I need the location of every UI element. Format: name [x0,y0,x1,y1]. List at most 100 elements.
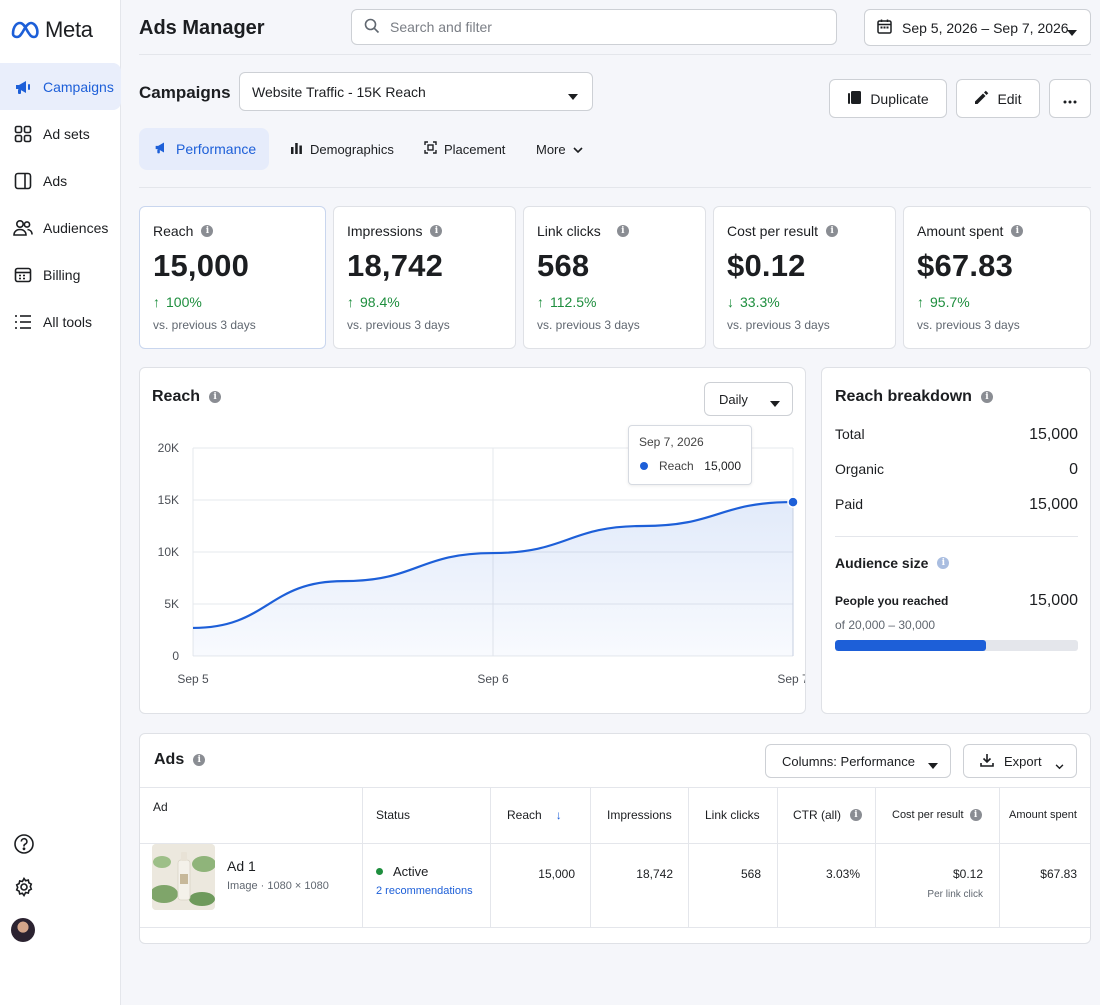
sidebar-item-label: Billing [43,266,81,283]
megaphone-icon [13,77,33,97]
info-icon[interactable]: i [616,225,629,237]
column-header-ctr[interactable]: CTR (all) i [793,787,862,843]
meta-logo[interactable]: Meta [11,17,93,43]
tab-demographics[interactable]: Demographics [275,128,409,170]
info-icon[interactable]: i [937,557,950,569]
kpi-label: Reach [153,223,194,239]
audience-size-title: Audience size [835,555,929,571]
arrow-down-icon: ↓ [727,294,734,310]
settings-icon[interactable] [11,874,37,900]
ad-name[interactable]: Ad 1 [227,858,256,874]
column-header-status[interactable]: Status [376,808,411,822]
people-reached-row: People you reached 15,000 [835,592,1078,610]
reach-chart-title: Reach [152,388,201,405]
status-label: Active [393,864,429,879]
info-icon[interactable]: i [193,754,206,766]
duplicate-button[interactable]: Duplicate [829,79,947,118]
kpi-card-cost-per-result[interactable]: Cost per result i $0.12 ↓ 33.3% vs. previo… [713,206,896,349]
kpi-card-reach[interactable]: Reach i 15,000 ↑ 100% vs. previous 3 days [139,206,326,349]
col-divider [490,787,491,927]
sidebar-item-ads[interactable]: Ads [0,157,121,204]
info-icon[interactable]: i [1011,225,1024,237]
column-header-link-clicks[interactable]: Link clicks [705,808,760,822]
kpi-delta-value: 33.3% [740,294,780,310]
kpi-card-impressions[interactable]: Impressions i 18,742 ↑ 98.4% vs. previous … [333,206,516,349]
tooltip-series: Reach [659,459,694,473]
sidebar-item-label: Audiences [43,219,109,236]
breakdown-divider [835,536,1078,537]
info-icon[interactable]: i [980,391,993,403]
people-icon [13,218,33,238]
tab-performance[interactable]: Performance [139,128,269,170]
avatar[interactable] [11,918,35,942]
info-icon[interactable]: i [850,809,862,821]
kpi-card-link-clicks[interactable]: Link clicks i 568 ↑ 112.5% vs. previous 3 … [523,206,706,349]
bar-chart-icon [290,141,303,157]
column-header-reach[interactable]: Reach ↓ [507,787,562,843]
pencil-icon [974,90,989,108]
status-dot [376,868,383,875]
date-range-picker[interactable]: Sep 5, 2026 – Sep 7, 2026 [864,9,1091,46]
recommendations-link[interactable]: 2 recommendations [376,885,473,897]
columns-select[interactable]: Columns: Performance [765,744,951,778]
help-icon[interactable] [11,831,37,857]
kpi-label: Impressions [347,223,423,239]
info-icon[interactable]: i [209,391,222,403]
kpi-label: Cost per result [727,223,819,239]
kpi-label-row: Impressions i [347,223,515,239]
sidebar-item-audiences[interactable]: Audiences [0,204,121,251]
ads-table-panel: Ads i Columns: Performance Export Ad Sta… [139,733,1091,944]
column-header-ad[interactable]: Ad [153,800,168,814]
edit-button[interactable]: Edit [956,79,1040,118]
tab-label: Placement [444,141,506,157]
kpi-note: vs. previous 3 days [917,318,1020,332]
edit-label: Edit [997,90,1022,107]
col-divider [875,787,876,927]
kpi-delta: ↑ 98.4% [347,294,515,310]
search-bar[interactable] [351,9,837,45]
info-icon[interactable]: i [826,225,839,237]
tooltip-legend-dot [640,462,648,470]
col-divider [999,787,1000,927]
breakdown-row-organic: Organic 0 [835,461,1078,479]
tab-placement[interactable]: Placement [409,128,520,170]
chevron-down-icon [1055,758,1064,773]
kpi-card-amount-spent[interactable]: Amount spent i $67.83 ↑ 95.7% vs. previous… [903,206,1091,349]
sidebar-item-ad-sets[interactable]: Ad sets [0,110,121,157]
column-header-impressions[interactable]: Impressions [607,808,672,822]
breakdown-label: Total [835,426,865,442]
status-cell: Active [376,864,428,879]
column-header-amount-spent[interactable]: Amount spent [1009,809,1077,821]
search-input[interactable] [390,19,810,35]
sidebar-item-billing[interactable]: Billing [0,251,121,298]
ad-thumbnail[interactable] [152,844,215,910]
kpi-label-row: Amount spent i [917,223,1090,239]
export-button[interactable]: Export [963,744,1077,778]
info-icon[interactable]: i [430,225,443,237]
kpi-note: vs. previous 3 days [153,318,256,332]
sidebar-item-label: All tools [43,313,93,330]
sidebar-item-campaigns[interactable]: Campaigns [0,63,121,110]
x-tick-label: Sep 5 [177,672,209,686]
interval-select[interactable]: Daily [704,382,793,416]
column-header-label: Reach [507,808,542,822]
column-header-cost-per-result[interactable]: Cost per result i [892,787,982,843]
reach-chart[interactable]: 0 5K 10K 15K 20K Sep 5 Sep 6 Sep 7 [140,414,805,714]
x-tick-label: Sep 7 [777,672,805,686]
breakdown-row-paid: Paid 15,000 [835,496,1078,514]
caret-down-icon [770,396,780,411]
col-divider [777,787,778,927]
info-icon[interactable]: i [969,809,982,821]
more-options-button[interactable] [1049,79,1091,118]
kpi-value: 568 [537,248,590,283]
megaphone-icon [154,140,169,158]
campaign-select[interactable]: Website Traffic - 15K Reach [239,72,593,111]
kpi-delta: ↑ 112.5% [537,294,705,310]
info-icon[interactable]: i [201,225,214,237]
people-reached-label: People you reached [835,594,949,608]
tab-more[interactable]: More [521,128,598,170]
cell-link-clicks: 568 [740,867,761,881]
sidebar-item-all-tools[interactable]: All tools [0,298,121,345]
breakdown-value: 15,000 [1029,496,1078,513]
breakdown-label: Paid [835,496,864,512]
